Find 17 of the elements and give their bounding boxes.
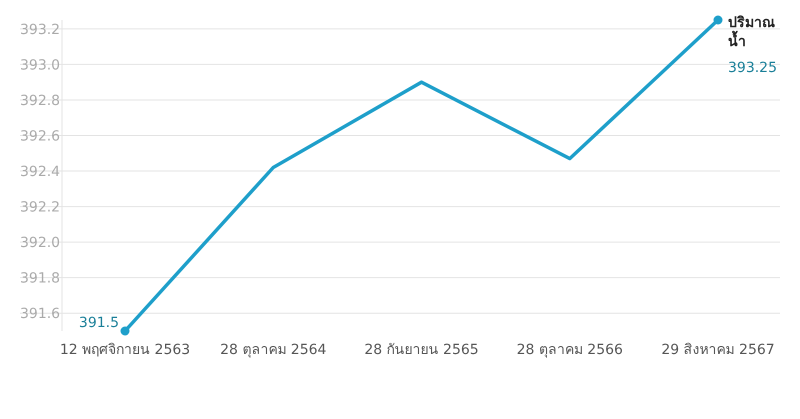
data-label: 393.25 xyxy=(728,60,777,76)
x-tick-label: 28 กันยายน 2565 xyxy=(364,342,479,358)
data-label: 391.5 xyxy=(78,315,119,331)
x-tick-label: 12 พฤศจิกายน 2563 xyxy=(60,342,190,358)
x-tick-label: 29 สิงหาคม 2567 xyxy=(661,342,775,358)
y-tick-label: 392.0 xyxy=(20,235,60,252)
y-tick-label: 392.8 xyxy=(20,92,60,109)
y-tick-label: 392.2 xyxy=(20,200,60,216)
y-tick-label: 393.2 xyxy=(20,22,60,38)
y-tick-label: 393.0 xyxy=(20,57,60,74)
y-tick-label: 392.4 xyxy=(20,164,60,180)
y-tick-label: 392.6 xyxy=(20,128,60,145)
series-label: ปริมาณน้ำ xyxy=(728,14,776,52)
x-tick-label: 28 ตุลาคม 2564 xyxy=(220,342,327,358)
x-tick-label: 28 ตุลาคม 2566 xyxy=(516,342,624,358)
y-tick-label: 391.6 xyxy=(20,306,60,322)
y-tick-label: 391.8 xyxy=(20,270,60,287)
